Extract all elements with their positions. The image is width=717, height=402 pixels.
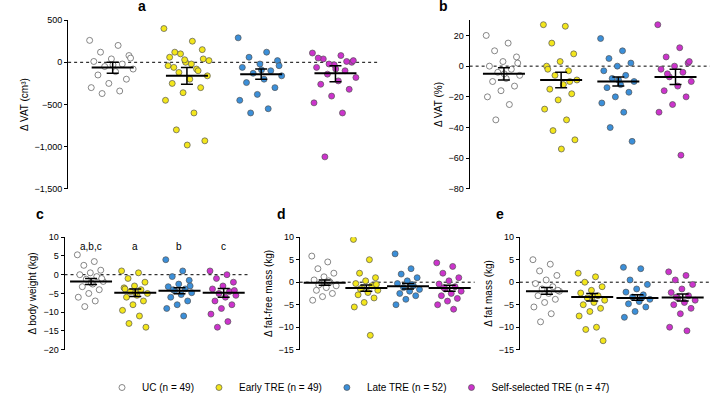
svg-text:0: 0 — [57, 57, 62, 67]
svg-text:0: 0 — [289, 277, 294, 287]
svg-text:Late TRE (n = 52): Late TRE (n = 52) — [367, 382, 447, 393]
svg-text:b: b — [176, 241, 182, 252]
svg-text:0: 0 — [509, 277, 514, 287]
svg-text:5: 5 — [54, 251, 59, 261]
svg-text:−15: −15 — [279, 345, 294, 355]
svg-text:20: 20 — [454, 31, 464, 41]
svg-text:−15: −15 — [43, 326, 58, 336]
svg-text:−5: −5 — [48, 289, 58, 299]
svg-text:0: 0 — [459, 61, 464, 71]
svg-text:−20: −20 — [449, 92, 464, 102]
svg-text:−15: −15 — [499, 345, 514, 355]
svg-text:500: 500 — [47, 15, 62, 25]
svg-text:−10: −10 — [43, 307, 58, 317]
svg-text:5: 5 — [289, 255, 294, 265]
svg-text:5: 5 — [509, 255, 514, 265]
svg-text:c: c — [221, 241, 226, 252]
svg-text:Self-selected TRE (n = 47): Self-selected TRE (n = 47) — [491, 382, 609, 393]
svg-text:e: e — [496, 206, 504, 222]
svg-text:Δ fat-free mass (kg): Δ fat-free mass (kg) — [263, 250, 274, 337]
svg-text:Δ body weight (kg): Δ body weight (kg) — [27, 252, 38, 334]
svg-text:−500: −500 — [42, 100, 62, 110]
svg-text:Δ fat mass (kg): Δ fat mass (kg) — [483, 260, 494, 327]
svg-text:b: b — [439, 0, 448, 14]
svg-text:a,b,c: a,b,c — [80, 241, 102, 252]
svg-text:−5: −5 — [284, 300, 294, 310]
svg-text:−60: −60 — [449, 153, 464, 163]
svg-text:a: a — [132, 241, 138, 252]
svg-text:−40: −40 — [449, 123, 464, 133]
svg-text:−5: −5 — [504, 300, 514, 310]
svg-text:−10: −10 — [279, 322, 294, 332]
svg-text:−20: −20 — [43, 345, 58, 355]
svg-text:UC (n = 49): UC (n = 49) — [142, 382, 194, 393]
svg-text:c: c — [36, 206, 44, 222]
svg-text:−1,500: −1,500 — [35, 184, 63, 194]
svg-text:−1,000: −1,000 — [35, 142, 63, 152]
svg-text:10: 10 — [284, 232, 294, 242]
svg-text:0: 0 — [54, 270, 59, 280]
svg-text:10: 10 — [504, 232, 514, 242]
svg-text:Δ VAT (%): Δ VAT (%) — [433, 82, 444, 127]
svg-text:a: a — [138, 0, 146, 14]
svg-text:Early TRE (n = 49): Early TRE (n = 49) — [239, 382, 322, 393]
svg-text:Δ VAT (cm³): Δ VAT (cm³) — [19, 78, 30, 131]
svg-text:−10: −10 — [499, 322, 514, 332]
svg-text:−80: −80 — [449, 184, 464, 194]
svg-text:10: 10 — [49, 232, 59, 242]
svg-text:d: d — [277, 206, 286, 222]
